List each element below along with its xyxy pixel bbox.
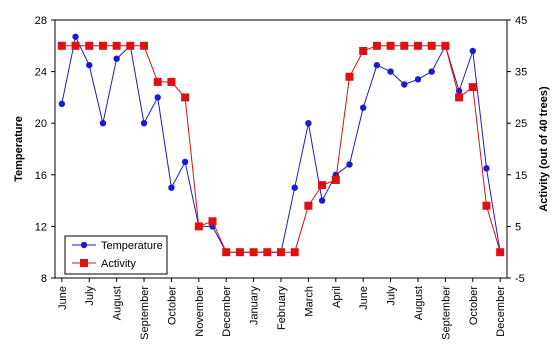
activity-point (85, 41, 94, 50)
temperature-point (113, 55, 120, 62)
activity-point (194, 222, 203, 231)
activity-point (222, 248, 231, 257)
activity-point (455, 93, 464, 102)
activity-point (290, 248, 299, 257)
x-tick-label: October (468, 286, 480, 325)
activity-point (277, 248, 285, 257)
right-tick-label: 35 (515, 67, 527, 79)
activity-point (386, 41, 395, 50)
temperature-point (359, 104, 367, 111)
right-axis-title: Activity (out of 40 trees) (538, 86, 550, 212)
activity-point (235, 248, 244, 257)
activity-point (249, 248, 258, 257)
temperature-point (291, 184, 298, 191)
x-tick-label: April (331, 286, 343, 308)
x-tick-label: November (194, 286, 206, 337)
temperature-point (168, 184, 175, 191)
x-tick-label: December (221, 286, 233, 337)
activity-point (140, 41, 149, 50)
activity-point (181, 93, 190, 102)
x-axis-ticks: June July August September October November De… (57, 278, 507, 340)
activity-point (441, 41, 450, 50)
activity-point (71, 41, 80, 50)
temperature-point (401, 81, 408, 88)
activity-point (98, 41, 107, 50)
x-tick-label: September (440, 286, 452, 340)
activity-point (427, 41, 436, 50)
activity-point (57, 41, 66, 50)
legend-box (64, 235, 168, 275)
legend-temperature-marker (80, 241, 88, 249)
activity-point (359, 46, 368, 55)
activity-point (208, 217, 217, 226)
activity-point (400, 41, 409, 50)
activity-point (482, 201, 491, 210)
activity-point (153, 77, 162, 86)
activity-point (496, 248, 505, 257)
plot-area (54, 19, 508, 279)
temperature-point (414, 76, 422, 83)
x-tick-label: March (303, 286, 315, 317)
temperature-point (140, 120, 148, 127)
temperature-point (483, 165, 490, 172)
activity-point (167, 77, 176, 86)
activity-point (468, 83, 477, 92)
x-tick-label: June (57, 286, 69, 310)
right-tick-label: 25 (515, 118, 527, 130)
activity-point (413, 41, 422, 50)
temperature-point (58, 100, 66, 108)
left-tick-label: 28 (35, 15, 47, 27)
temperature-point (72, 33, 79, 40)
activity-point (126, 41, 135, 50)
temperature-point (373, 61, 381, 69)
legend-temperature-label: Temperature (101, 240, 163, 252)
temperature-point (305, 120, 312, 127)
activity-point (331, 175, 340, 184)
temperature-point (318, 197, 326, 204)
activity-point (318, 181, 327, 190)
left-tick-label: 16 (35, 170, 47, 182)
temperature-point (346, 161, 353, 168)
legend-activity-label: Activity (101, 258, 136, 270)
left-axis-title: Temperature (13, 116, 25, 182)
activity-point (112, 41, 121, 50)
left-tick-label: 20 (35, 118, 47, 130)
x-tick-label: October (166, 286, 178, 325)
temperature-point (428, 68, 435, 75)
right-tick-label: 15 (515, 170, 527, 182)
x-tick-label: August (112, 286, 124, 320)
temperature-point (469, 47, 476, 55)
temperature-point (154, 94, 161, 101)
x-tick-label: July (386, 286, 398, 306)
activity-point (304, 201, 313, 210)
x-tick-label: January (249, 286, 261, 326)
legend-activity-marker (80, 259, 88, 267)
right-tick-label: 5 (515, 221, 521, 233)
left-tick-label: 8 (41, 273, 47, 285)
series-layer (57, 33, 505, 257)
left-tick-label: 12 (35, 221, 47, 233)
left-tick-label: 24 (35, 67, 47, 79)
activity-point (263, 248, 272, 257)
right-axis-ticks: -5 5 15 25 35 45 (507, 15, 527, 285)
x-tick-label: June (358, 286, 370, 310)
temperature-point (86, 61, 93, 69)
activity-point (372, 41, 381, 50)
right-tick-label: 45 (515, 15, 527, 27)
temperature-point (387, 68, 394, 75)
x-tick-label: February (276, 286, 288, 331)
legend: Temperature Activity (64, 235, 168, 275)
right-tick-label: -5 (515, 273, 525, 285)
x-tick-label: July (84, 286, 96, 306)
temperature-point (99, 120, 107, 127)
activity-point (345, 72, 354, 81)
x-tick-label: September (139, 286, 151, 340)
x-tick-label: August (413, 286, 425, 320)
temperature-point (181, 158, 189, 166)
x-tick-label: December (495, 286, 507, 337)
left-axis-ticks: 8 12 16 20 24 28 (35, 15, 55, 285)
